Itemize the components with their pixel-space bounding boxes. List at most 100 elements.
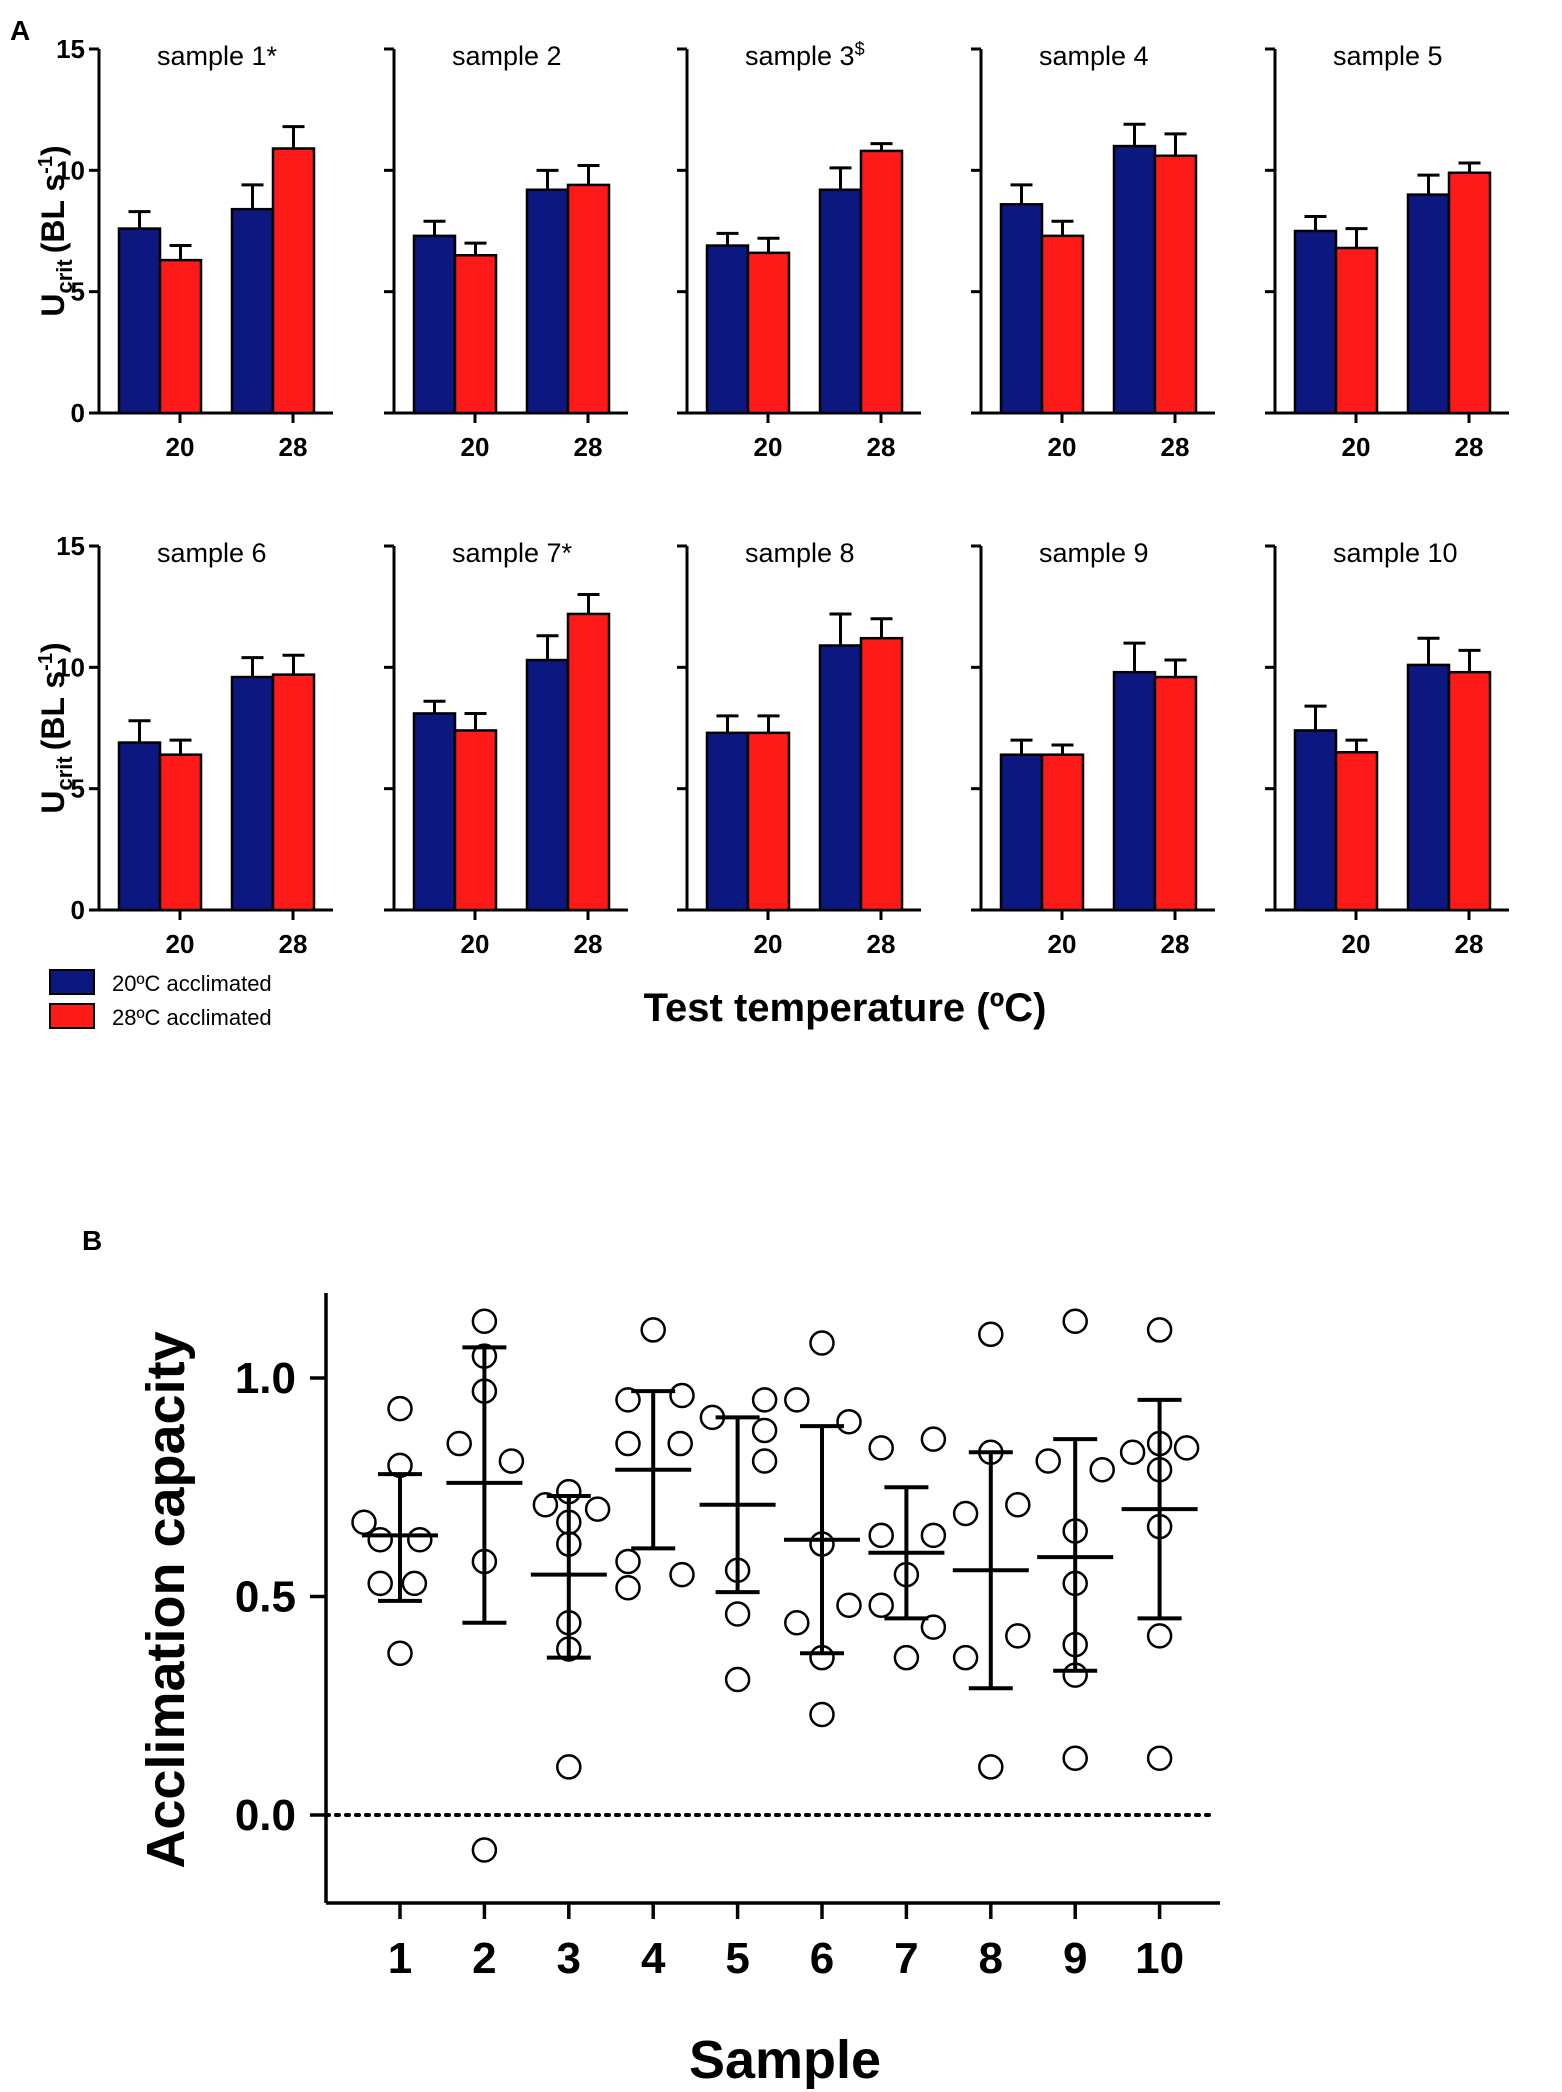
panel-b-x-tick-label: 5 [725, 1934, 749, 1983]
ylabel-units: (BL s [35, 174, 71, 253]
data-point-sample-10 [1146, 1623, 1173, 1649]
data-point-sample-6 [784, 1609, 810, 1636]
panel-b: B 0.0 0.5 1.0 1 2 3 4 5 6 7 8 9 10 Sample Acclimatio… [82, 1225, 1220, 2090]
bar-28acc-20 [453, 254, 498, 415]
bar-20acc-20 [999, 753, 1044, 912]
y-tick-label: 10 [56, 155, 85, 185]
bar-28acc-20 [1334, 751, 1379, 912]
panel-b-x-tick-label: 6 [810, 1934, 834, 1983]
x-tick-label: 28 [867, 929, 896, 959]
panel-b-x-tick-label: 3 [557, 1934, 581, 1983]
data-point-sample-1 [401, 1570, 428, 1597]
bar-28acc-20 [1040, 234, 1085, 415]
panel-b-x-tick-label: 10 [1135, 1934, 1184, 1983]
bar-28acc-20 [453, 729, 498, 912]
data-point-sample-8 [978, 1321, 1004, 1348]
sample-title: sample 8 [745, 538, 855, 568]
data-point-sample-5 [751, 1448, 778, 1474]
subplot-sample-6: 0 5 10 15 20 28 sample 6 Ucrit (BL s-1) [35, 531, 333, 959]
bar-20acc-28 [230, 207, 275, 415]
data-point-sample-9 [1035, 1448, 1061, 1474]
data-point-sample-1 [387, 1640, 413, 1667]
bar-28acc-20 [746, 251, 791, 415]
data-point-sample-9 [1062, 1745, 1088, 1771]
legend-label-28-acclimated: 28ºC acclimated [112, 1005, 272, 1030]
y-axis-label-ucrit: Ucrit (BL s-1) [35, 145, 77, 316]
data-point-sample-5 [724, 1666, 751, 1693]
bar-28acc-28 [1447, 171, 1492, 415]
subplot-sample-10: 20 28 sample 10 [1265, 538, 1509, 959]
data-point-sample-9 [1062, 1308, 1088, 1334]
legend-swatch-28-acclimated [49, 1003, 95, 1029]
y-tick-label: 0 [71, 895, 85, 925]
legend-swatch-20-acclimated [49, 969, 95, 995]
data-point-sample-3 [556, 1754, 582, 1780]
sample-title: sample 6 [157, 538, 267, 568]
bar-20acc-20 [412, 234, 457, 415]
data-point-sample-10 [1146, 1745, 1173, 1771]
sample-title: sample 3$ [745, 39, 865, 71]
ylabel-u: U [35, 791, 71, 814]
panel-b-y-tick-label: 1.0 [235, 1354, 296, 1403]
bar-20acc-20 [705, 731, 750, 912]
data-point-sample-7 [920, 1426, 947, 1452]
bar-20acc-20 [999, 203, 1044, 415]
ylabel-close: ) [35, 642, 71, 653]
data-point-sample-4 [615, 1387, 641, 1413]
data-point-sample-7 [920, 1614, 947, 1640]
bar-20acc-20 [117, 227, 162, 415]
data-point-sample-4 [615, 1575, 641, 1601]
data-point-sample-6 [784, 1387, 810, 1413]
bar-28acc-28 [271, 673, 316, 912]
data-point-sample-10 [1173, 1435, 1200, 1461]
data-point-sample-1 [407, 1526, 433, 1553]
bar-20acc-20 [1293, 729, 1338, 912]
data-point-sample-2 [446, 1430, 472, 1457]
data-point-sample-4 [667, 1430, 693, 1457]
bar-28acc-20 [746, 731, 791, 912]
data-point-sample-3 [532, 1491, 559, 1518]
bar-20acc-28 [1406, 193, 1451, 415]
bar-28acc-28 [1447, 670, 1492, 912]
bar-28acc-20 [1040, 753, 1085, 912]
sample-title: sample 7* [452, 538, 573, 568]
panel-b-x-tick-label: 9 [1063, 1934, 1087, 1983]
x-tick-label: 28 [1455, 432, 1484, 462]
sample-title: sample 2 [452, 41, 562, 71]
y-tick-label: 10 [56, 652, 85, 682]
data-point-sample-4 [615, 1548, 641, 1575]
sample-title: sample 5 [1333, 41, 1443, 71]
ylabel-superscript: -1 [35, 156, 57, 174]
y-axis-label-ucrit: Ucrit (BL s-1) [35, 642, 77, 813]
panel-b-x-tick-label: 7 [894, 1934, 918, 1983]
bar-20acc-28 [818, 188, 863, 415]
data-point-sample-5 [751, 1417, 778, 1444]
panel-b-y-axis-label: Acclimation capacity [136, 1331, 196, 1868]
y-tick-label: 0 [71, 398, 85, 428]
panel-b-y-tick-label: 0.0 [235, 1791, 296, 1840]
subplot-sample-9: 20 28 sample 9 [971, 538, 1215, 959]
data-point-sample-4 [669, 1382, 695, 1409]
y-tick-label: 5 [71, 277, 85, 307]
x-tick-label: 28 [279, 929, 308, 959]
data-point-sample-8 [1005, 1491, 1031, 1518]
x-tick-label: 20 [166, 929, 195, 959]
bar-20acc-20 [1293, 229, 1338, 415]
bar-20acc-20 [412, 712, 457, 912]
data-point-sample-7 [868, 1522, 894, 1549]
panel-b-x-tick-label: 1 [388, 1934, 412, 1983]
bar-28acc-20 [158, 753, 203, 912]
subplot-sample-2: 20 28 sample 2 [384, 41, 628, 462]
bar-28acc-28 [566, 183, 611, 415]
subplot-sample-7: 20 28 sample 7* [384, 538, 628, 959]
x-tick-label: 28 [574, 432, 603, 462]
bar-28acc-28 [1153, 675, 1198, 912]
x-tick-label: 28 [279, 432, 308, 462]
data-point-sample-7 [868, 1592, 894, 1618]
bar-20acc-28 [525, 188, 570, 415]
panel-b-x-tick-label: 4 [641, 1934, 666, 1983]
data-point-sample-6 [836, 1408, 862, 1435]
x-tick-label: 28 [867, 432, 896, 462]
sample-title: sample 9 [1039, 538, 1149, 568]
